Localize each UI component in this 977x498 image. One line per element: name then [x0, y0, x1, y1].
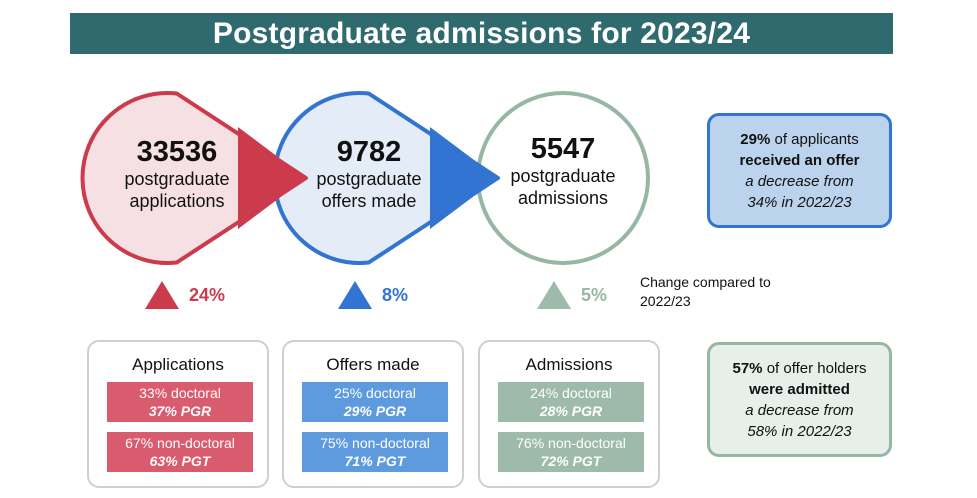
non-doctoral-chip: 76% non-doctoral 72% PGT	[498, 432, 644, 472]
admit-rate-italic-1: a decrease from	[745, 402, 854, 419]
doctoral-chip: 25% doctoral 29% PGR	[302, 382, 448, 422]
admissions-label-2: admissions	[517, 188, 609, 208]
offer-rate-italic-1: a decrease from	[745, 173, 854, 190]
up-triangle-icon	[537, 281, 571, 309]
non-doctoral-pct: 76% non-doctoral	[516, 435, 626, 451]
applications-breakdown-card: Applications 33% doctoral 37% PGR 67% no…	[87, 340, 269, 488]
offer-rate-bold: received an offer	[739, 152, 860, 169]
up-triangle-icon	[338, 281, 372, 309]
offers-value: 9782	[336, 136, 402, 168]
admissions-change: 5%	[537, 281, 607, 309]
pgr-pct: 37% PGR	[148, 403, 212, 419]
doctoral-pct: 25% doctoral	[334, 385, 416, 401]
admit-rate-callout: 57% of offer holders were admitted a dec…	[707, 342, 892, 457]
admissions-stat: 5547 postgraduate admissions	[478, 133, 648, 209]
applications-value: 33536	[136, 136, 218, 168]
pgr-pct: 28% PGR	[539, 403, 603, 419]
pgt-pct: 71% PGT	[344, 453, 406, 469]
pgt-pct: 72% PGT	[540, 453, 602, 469]
offers-label-2: offers made	[321, 191, 417, 211]
page-title-banner: Postgraduate admissions for 2023/24	[70, 13, 893, 54]
admissions-breakdown-card: Admissions 24% doctoral 28% PGR 76% non-…	[478, 340, 660, 488]
offers-stat: 9782 postgraduate offers made	[284, 136, 454, 212]
offers-arrow-tip	[430, 127, 498, 229]
admit-rate-italic-2: 58% in 2022/23	[747, 423, 852, 440]
card-title: Applications	[132, 355, 224, 374]
admissions-value: 5547	[530, 133, 596, 165]
change-note: Change compared to 2022/23	[640, 274, 771, 309]
pgr-pct: 29% PGR	[343, 403, 407, 419]
applications-label-2: applications	[129, 191, 225, 211]
offer-rate-pct: 29%	[740, 131, 771, 148]
non-doctoral-chip: 67% non-doctoral 63% PGT	[107, 432, 253, 472]
offer-rate-italic-2: 34% in 2022/23	[747, 194, 852, 211]
card-title: Admissions	[525, 355, 613, 374]
page-title: Postgraduate admissions for 2023/24	[212, 16, 751, 50]
applications-change-value: 24%	[189, 284, 226, 305]
up-triangle-icon	[145, 281, 179, 309]
doctoral-chip: 33% doctoral 37% PGR	[107, 382, 253, 422]
admit-rate-pct: 57%	[732, 360, 763, 377]
non-doctoral-pct: 75% non-doctoral	[320, 435, 430, 451]
applications-change: 24%	[145, 281, 225, 309]
applications-stat: 33536 postgraduate applications	[92, 136, 262, 212]
applications-teardrop	[80, 91, 308, 265]
doctoral-pct: 33% doctoral	[139, 385, 221, 401]
card-title: Offers made	[326, 355, 420, 374]
admissions-label-1: postgraduate	[510, 166, 616, 186]
offer-rate-text: of applicants	[770, 131, 859, 148]
applications-label-1: postgraduate	[124, 169, 230, 189]
pgt-pct: 63% PGT	[149, 453, 211, 469]
offers-label-1: postgraduate	[316, 169, 422, 189]
applications-arrow-tip	[238, 127, 306, 229]
offer-rate-callout: 29% of applicants received an offer a de…	[707, 113, 892, 228]
admissions-change-value: 5%	[581, 284, 608, 305]
offers-change-value: 8%	[382, 284, 409, 305]
doctoral-pct: 24% doctoral	[530, 385, 612, 401]
offers-change: 8%	[338, 281, 408, 309]
admit-rate-bold: were admitted	[749, 381, 850, 398]
offers-breakdown-card: Offers made 25% doctoral 29% PGR 75% non…	[282, 340, 464, 488]
non-doctoral-pct: 67% non-doctoral	[125, 435, 235, 451]
non-doctoral-chip: 75% non-doctoral 71% PGT	[302, 432, 448, 472]
admit-rate-text: of offer holders	[762, 360, 867, 377]
doctoral-chip: 24% doctoral 28% PGR	[498, 382, 644, 422]
